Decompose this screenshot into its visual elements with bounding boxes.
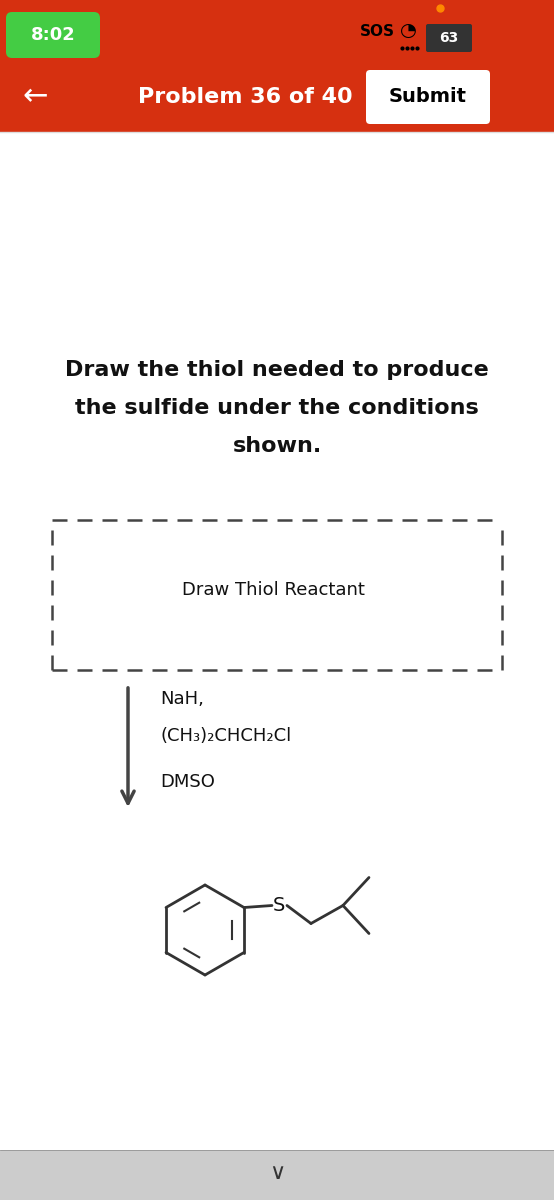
Bar <box>0 62 554 132</box>
Text: Draw Thiol Reactant: Draw Thiol Reactant <box>182 581 365 599</box>
Text: SOS: SOS <box>360 24 395 40</box>
Text: the sulfide under the conditions: the sulfide under the conditions <box>75 398 479 418</box>
Text: 63: 63 <box>439 31 459 44</box>
Bar <box>0 1150 554 1200</box>
FancyBboxPatch shape <box>6 12 100 58</box>
Text: ◔: ◔ <box>400 20 417 40</box>
Bar <box>0 0 554 62</box>
Text: S: S <box>273 896 285 914</box>
Text: 8:02: 8:02 <box>30 26 75 44</box>
Text: NaH,: NaH, <box>160 690 204 708</box>
Text: ←: ← <box>22 83 48 112</box>
Text: DMSO: DMSO <box>160 773 215 791</box>
Text: shown.: shown. <box>232 436 322 456</box>
Text: ∨: ∨ <box>269 1163 285 1183</box>
FancyBboxPatch shape <box>366 70 490 124</box>
Text: (CH₃)₂CHCH₂Cl: (CH₃)₂CHCH₂Cl <box>160 727 291 745</box>
FancyBboxPatch shape <box>426 24 472 52</box>
Text: Problem 36 of 40: Problem 36 of 40 <box>138 86 352 107</box>
Text: Draw the thiol needed to produce: Draw the thiol needed to produce <box>65 360 489 380</box>
Text: Submit: Submit <box>389 88 467 107</box>
